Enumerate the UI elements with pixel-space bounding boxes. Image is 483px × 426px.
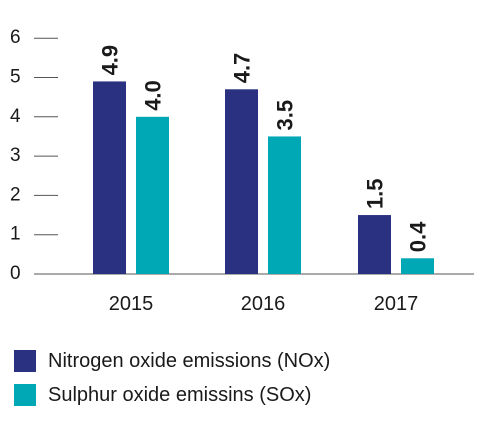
emissions-bar-chart: 0 1 2 3 4 5 6 4.9 4.0 4.7 3.5 1.5 0.4 2015 2016 2017 [10,27,474,315]
legend: Nitrogen oxide emissions (NOx) Sulphur o… [14,344,330,412]
legend-label-sox: Sulphur oxide emissins (SOx) [48,383,312,406]
bars: 4.9 4.0 4.7 3.5 1.5 0.4 [93,45,434,275]
y-tick-label: 3 [10,145,21,166]
y-tick-label: 4 [10,106,21,127]
bar-2015-nox [93,81,126,275]
data-label-2016-sox: 3.5 [273,100,298,131]
x-axis: 2015 2016 2017 [109,293,419,315]
data-label-2016-nox: 4.7 [230,53,255,84]
legend-item-nox: Nitrogen oxide emissions (NOx) [14,344,330,378]
data-label-2015-sox: 4.0 [141,80,166,111]
legend-swatch-sox [14,384,36,406]
data-label-2017-sox: 0.4 [406,221,431,252]
y-tick-label: 0 [10,263,21,284]
bar-2017-nox [358,215,391,274]
x-category-label: 2017 [374,293,419,315]
bar-2016-nox [225,89,258,274]
y-axis: 0 1 2 3 4 5 6 [10,27,58,284]
bar-2015-sox [136,116,169,274]
y-tick-label: 6 [10,27,21,48]
bar-2017-sox [401,258,434,274]
y-tick-label: 2 [10,184,21,205]
y-tick-label: 5 [10,67,21,88]
bar-2016-sox [268,136,301,274]
data-label-2017-nox: 1.5 [363,178,388,209]
legend-label-nox: Nitrogen oxide emissions (NOx) [48,349,331,372]
y-tick-label: 1 [10,224,21,245]
x-category-label: 2016 [241,293,286,315]
legend-item-sox: Sulphur oxide emissins (SOx) [14,378,330,412]
data-label-2015-nox: 4.9 [98,45,123,76]
legend-swatch-nox [14,350,36,372]
x-category-label: 2015 [109,293,154,315]
